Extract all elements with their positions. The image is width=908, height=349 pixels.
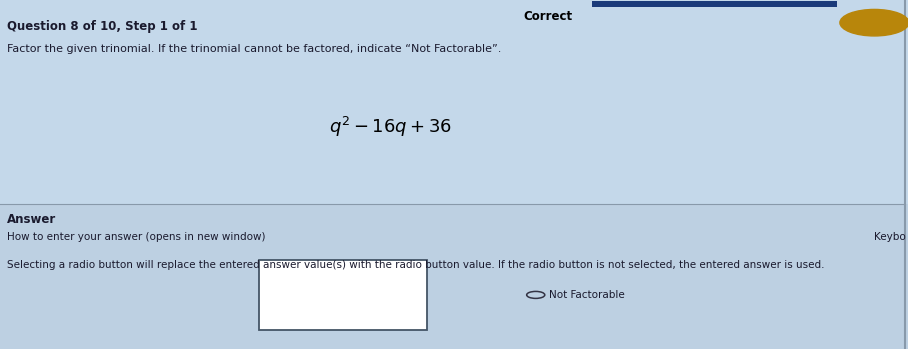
Text: Keybo: Keybo: [873, 232, 905, 242]
Text: How to enter your answer (opens in new window): How to enter your answer (opens in new w…: [7, 232, 266, 242]
Text: Selecting a radio button will replace the entered answer value(s) with the radio: Selecting a radio button will replace th…: [7, 260, 824, 270]
Text: Correct: Correct: [523, 10, 572, 23]
FancyBboxPatch shape: [259, 260, 427, 330]
FancyBboxPatch shape: [592, 1, 837, 7]
Text: Answer: Answer: [7, 213, 56, 227]
Text: Factor the given trinomial. If the trinomial cannot be factored, indicate “Not F: Factor the given trinomial. If the trino…: [7, 44, 501, 54]
Text: Question 8 of 10, Step 1 of 1: Question 8 of 10, Step 1 of 1: [7, 20, 198, 33]
Circle shape: [840, 9, 908, 36]
Text: Not Factorable: Not Factorable: [549, 290, 625, 300]
FancyBboxPatch shape: [0, 204, 908, 349]
FancyBboxPatch shape: [0, 0, 908, 204]
Text: $q^2 - 16q + 36$: $q^2 - 16q + 36$: [329, 115, 452, 140]
